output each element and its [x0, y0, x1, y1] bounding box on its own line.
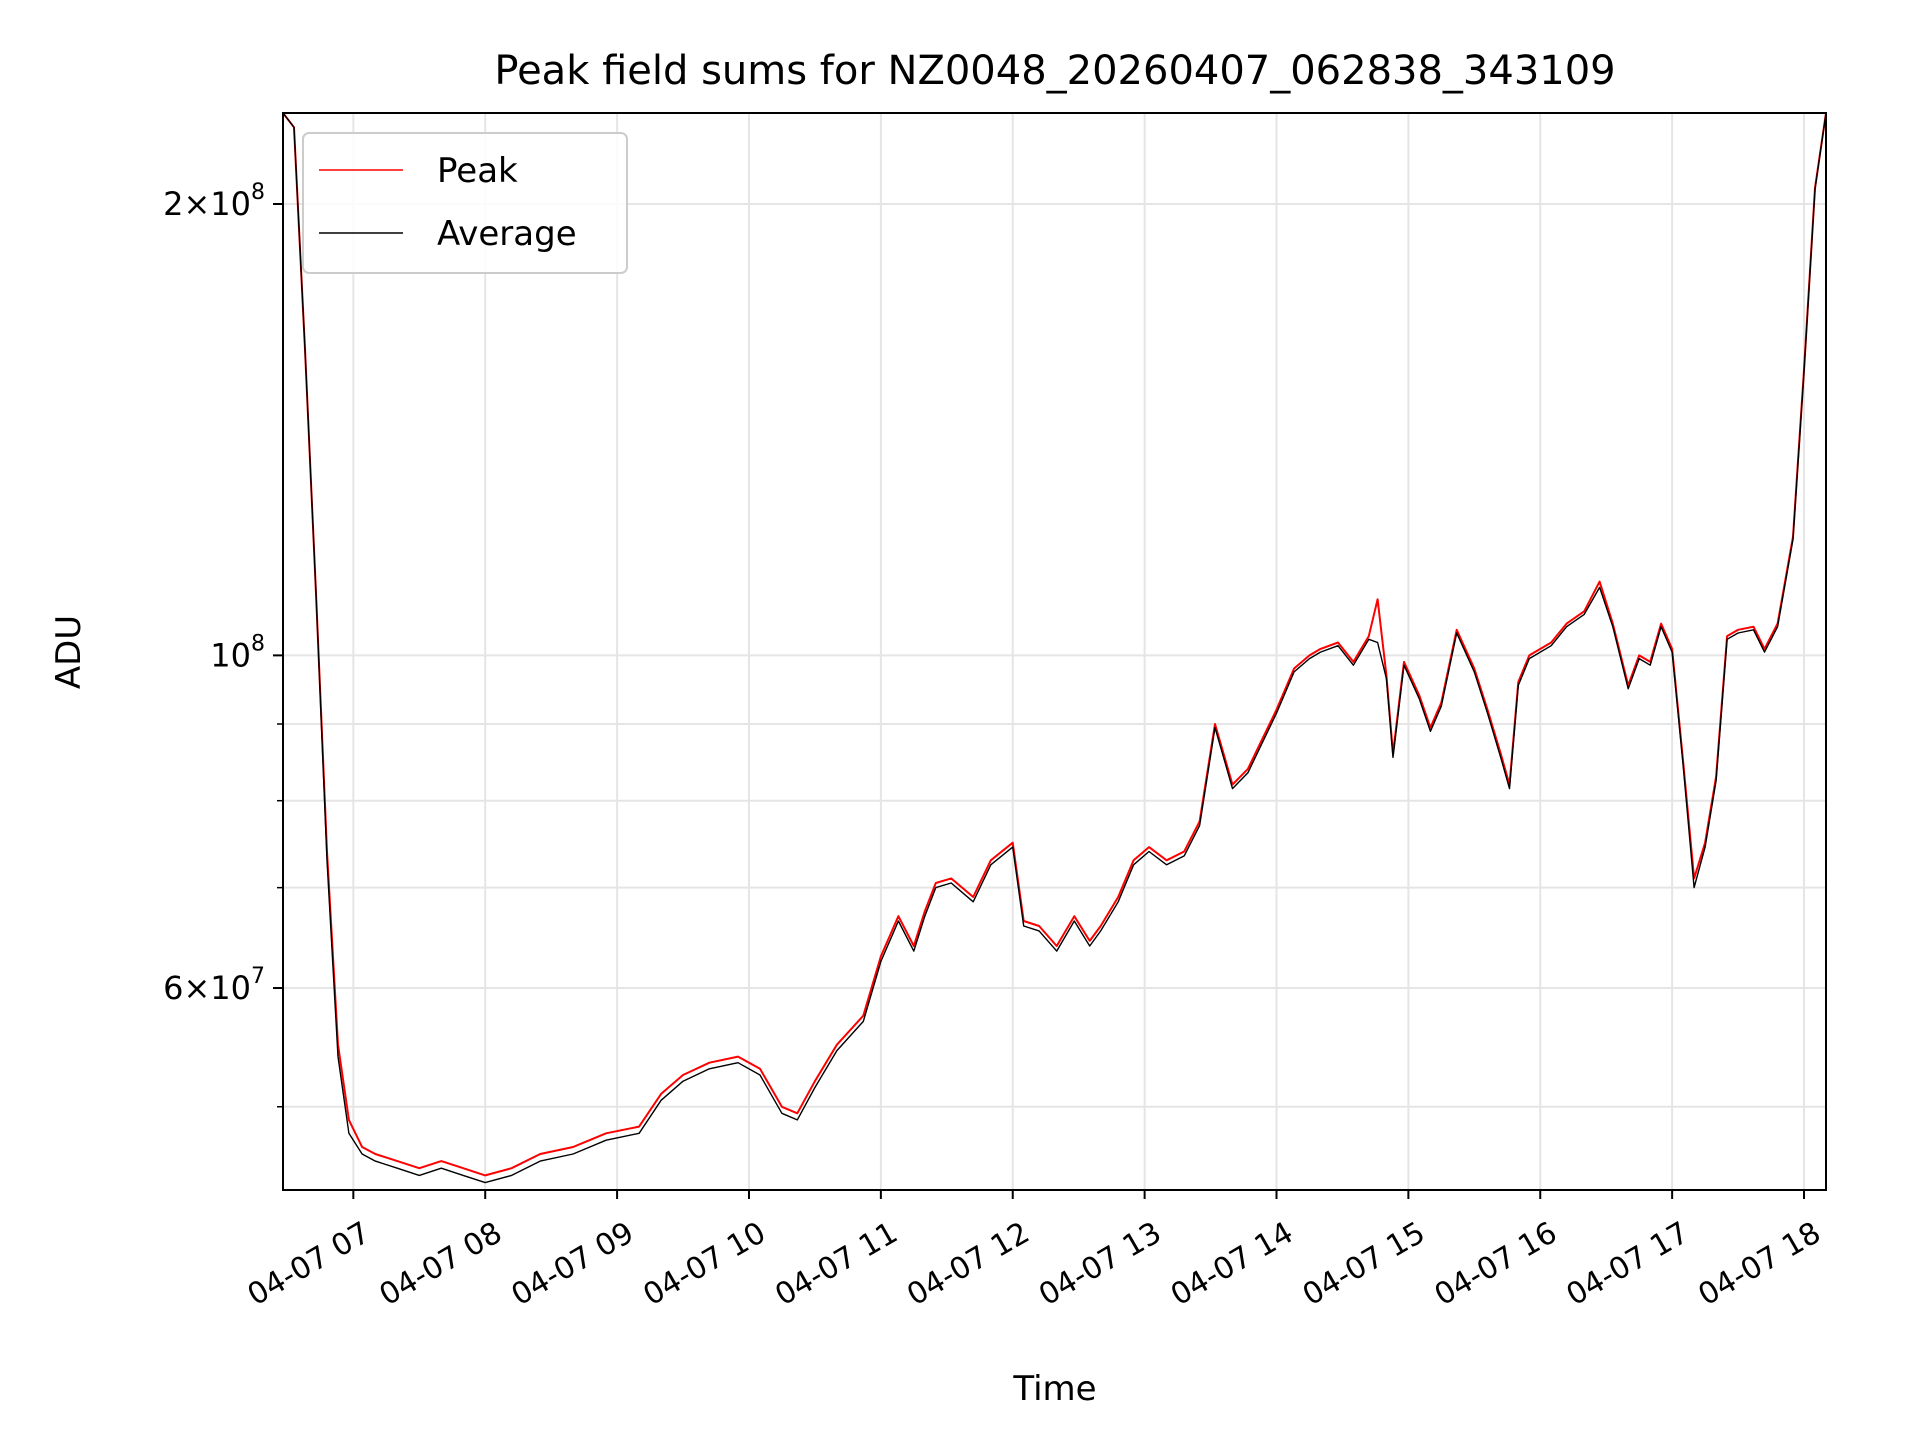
y-tick-label: 2×108	[163, 180, 265, 223]
grid-lines	[283, 113, 1826, 1190]
x-axis-label: Time	[1012, 1369, 1096, 1409]
y-tick-label: 6×107	[163, 964, 265, 1007]
legend-box	[302, 132, 628, 274]
legend: Peak Average	[302, 132, 628, 274]
legend-label-peak: Peak	[437, 151, 518, 191]
series-line-average	[283, 113, 1826, 1184]
y-tick-label: 108	[210, 631, 265, 674]
legend-label-average: Average	[437, 214, 577, 254]
plot-frame	[282, 112, 1827, 1191]
series-layer	[283, 113, 1826, 1184]
y-axis: 6×107 108 2×108	[163, 180, 283, 1108]
chart-title: Peak field sums for NZ0048_20260407_0628…	[494, 48, 1615, 94]
series-line-peak	[283, 113, 1826, 1177]
y-axis-label: ADU	[49, 615, 89, 689]
